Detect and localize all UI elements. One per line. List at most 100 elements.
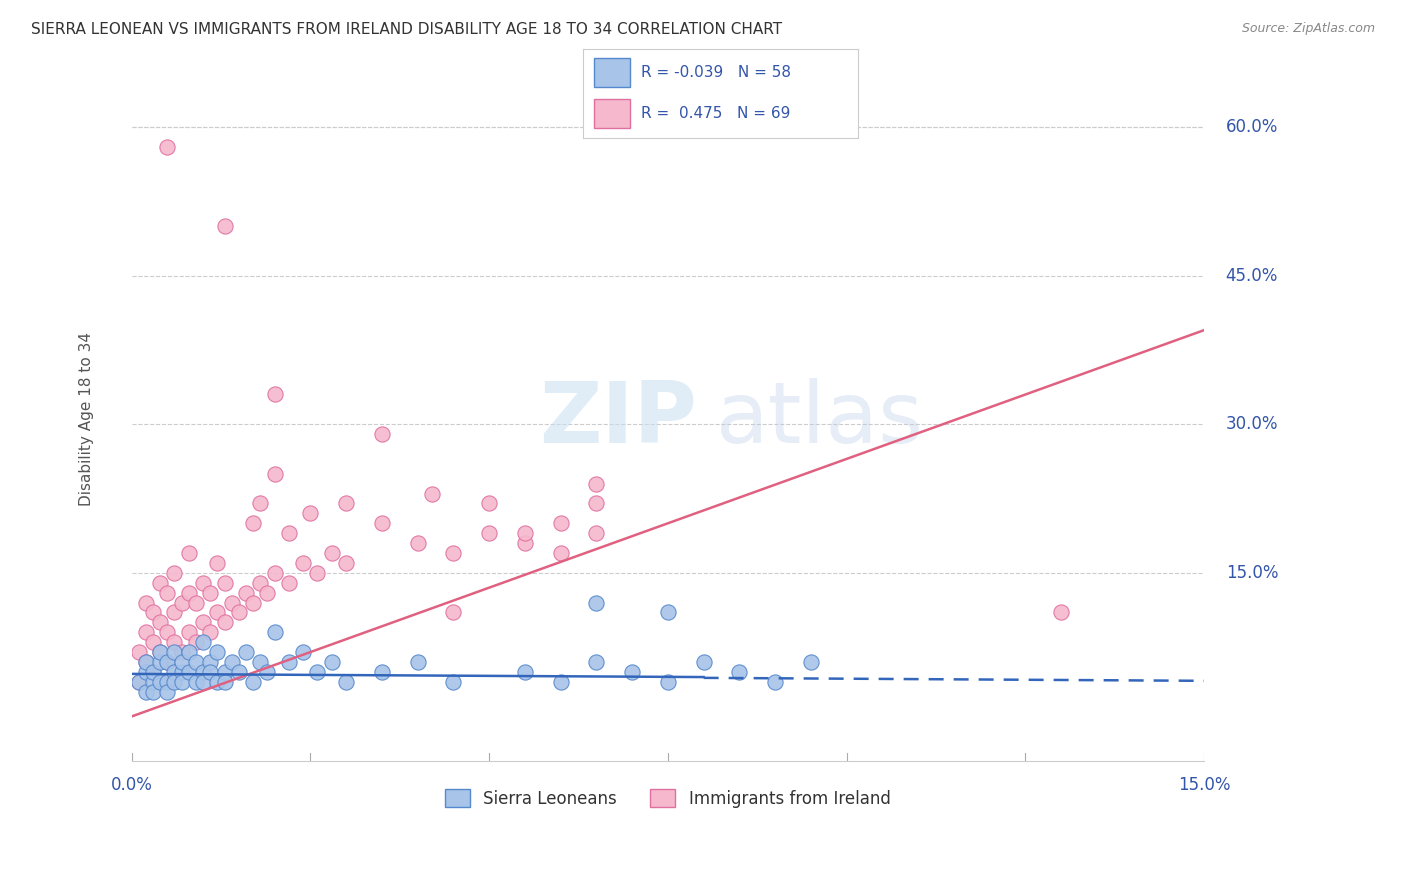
Point — [184, 635, 207, 649]
Point — [728, 665, 751, 679]
Text: 15.0%: 15.0% — [1226, 564, 1278, 582]
Point — [321, 655, 343, 669]
Point — [585, 526, 607, 541]
Point — [1050, 606, 1073, 620]
Text: SIERRA LEONEAN VS IMMIGRANTS FROM IRELAND DISABILITY AGE 18 TO 34 CORRELATION CH: SIERRA LEONEAN VS IMMIGRANTS FROM IRELAN… — [31, 22, 782, 37]
Point — [191, 575, 214, 590]
Point — [657, 606, 679, 620]
Point — [207, 556, 229, 570]
Point — [177, 645, 200, 659]
Point — [191, 635, 214, 649]
Point — [214, 665, 236, 679]
Point — [621, 665, 644, 679]
Point — [191, 615, 214, 630]
Text: R = -0.039   N = 58: R = -0.039 N = 58 — [641, 65, 792, 79]
Point — [585, 596, 607, 610]
Point — [191, 674, 214, 689]
Point — [163, 674, 186, 689]
Text: 15.0%: 15.0% — [1178, 776, 1230, 794]
Text: Disability Age 18 to 34: Disability Age 18 to 34 — [79, 332, 94, 507]
Point — [307, 665, 329, 679]
Point — [256, 585, 278, 599]
Text: ZIP: ZIP — [538, 377, 697, 461]
Point — [200, 585, 222, 599]
Point — [235, 585, 257, 599]
Point — [692, 655, 714, 669]
Point — [156, 655, 179, 669]
Point — [156, 140, 179, 154]
Point — [214, 615, 236, 630]
Text: Source: ZipAtlas.com: Source: ZipAtlas.com — [1241, 22, 1375, 36]
Point — [406, 655, 429, 669]
Point — [191, 665, 214, 679]
Point — [135, 596, 157, 610]
Point — [207, 674, 229, 689]
Point — [149, 615, 172, 630]
Point — [214, 575, 236, 590]
Point — [335, 496, 357, 510]
Point — [585, 655, 607, 669]
Point — [149, 575, 172, 590]
Point — [149, 655, 172, 669]
Point — [170, 674, 193, 689]
Point — [478, 526, 501, 541]
Point — [163, 566, 186, 580]
Point — [550, 674, 572, 689]
Point — [585, 496, 607, 510]
Point — [371, 427, 394, 442]
Point — [135, 625, 157, 640]
Point — [128, 645, 150, 659]
Point — [441, 546, 464, 560]
Point — [170, 655, 193, 669]
Point — [513, 665, 536, 679]
Point — [163, 606, 186, 620]
Point — [335, 674, 357, 689]
Point — [142, 635, 165, 649]
Point — [163, 645, 186, 659]
Point — [249, 496, 271, 510]
Point — [200, 655, 222, 669]
Point — [263, 467, 285, 481]
Point — [177, 546, 200, 560]
Point — [657, 674, 679, 689]
Point — [142, 606, 165, 620]
Point — [277, 655, 299, 669]
Point — [221, 655, 243, 669]
Point — [177, 625, 200, 640]
Point — [550, 516, 572, 531]
Point — [163, 635, 186, 649]
Point — [513, 526, 536, 541]
Point — [135, 684, 157, 698]
Point — [550, 546, 572, 560]
Point — [156, 585, 179, 599]
Point — [135, 655, 157, 669]
Point — [128, 674, 150, 689]
Point — [249, 575, 271, 590]
Point — [156, 655, 179, 669]
Point — [177, 585, 200, 599]
Point — [256, 665, 278, 679]
Point — [800, 655, 823, 669]
Point — [321, 546, 343, 560]
Point — [371, 516, 394, 531]
Point — [235, 645, 257, 659]
FancyBboxPatch shape — [595, 99, 630, 128]
Text: atlas: atlas — [716, 377, 924, 461]
Point — [184, 596, 207, 610]
Legend: Sierra Leoneans, Immigrants from Ireland: Sierra Leoneans, Immigrants from Ireland — [439, 783, 897, 814]
Point — [406, 536, 429, 550]
Point — [156, 674, 179, 689]
Text: 0.0%: 0.0% — [111, 776, 152, 794]
Point — [149, 645, 172, 659]
Point — [142, 665, 165, 679]
Point — [207, 606, 229, 620]
Point — [242, 516, 264, 531]
Point — [228, 665, 250, 679]
Point — [142, 684, 165, 698]
Point — [263, 566, 285, 580]
Point — [441, 674, 464, 689]
Point — [156, 625, 179, 640]
Point — [135, 655, 157, 669]
Point — [263, 387, 285, 401]
Point — [207, 645, 229, 659]
